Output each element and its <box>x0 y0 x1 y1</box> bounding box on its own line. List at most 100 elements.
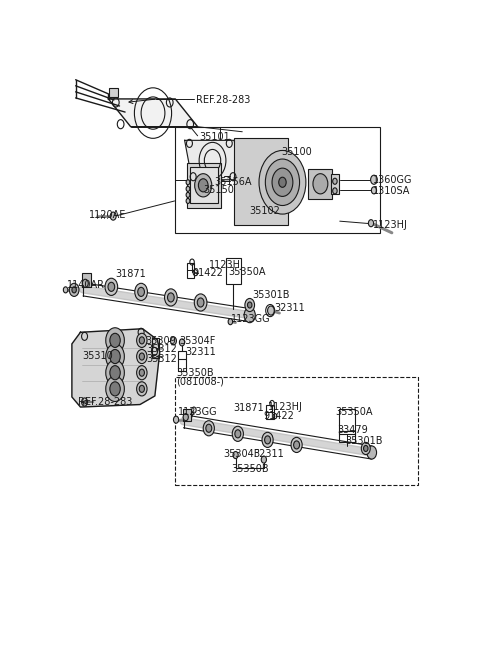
Bar <box>175 127 380 233</box>
Circle shape <box>367 446 377 459</box>
Bar <box>178 352 186 359</box>
Circle shape <box>139 337 144 344</box>
Circle shape <box>333 178 337 184</box>
Circle shape <box>264 436 271 444</box>
Circle shape <box>363 445 368 451</box>
Circle shape <box>313 174 328 194</box>
Circle shape <box>110 350 120 363</box>
Bar <box>187 163 221 207</box>
Bar <box>190 167 218 203</box>
Circle shape <box>279 177 286 188</box>
Circle shape <box>105 278 118 295</box>
Text: 1360GG: 1360GG <box>372 174 412 185</box>
Text: 35350A: 35350A <box>335 407 373 417</box>
Text: 35350B: 35350B <box>176 368 214 378</box>
Circle shape <box>261 456 266 463</box>
Bar <box>109 89 119 97</box>
Text: 32311: 32311 <box>274 302 305 312</box>
Text: 35312: 35312 <box>146 344 177 354</box>
Circle shape <box>186 198 190 203</box>
Bar <box>83 273 91 287</box>
Circle shape <box>245 298 254 312</box>
Circle shape <box>137 382 147 396</box>
Circle shape <box>262 432 273 447</box>
Text: 35304F: 35304F <box>224 449 260 459</box>
Text: 35101: 35101 <box>200 132 230 142</box>
Circle shape <box>83 279 88 287</box>
Text: 35304F: 35304F <box>179 337 216 346</box>
Text: 35350A: 35350A <box>228 267 266 277</box>
Circle shape <box>235 430 241 438</box>
Bar <box>226 258 241 284</box>
Text: 32311: 32311 <box>186 347 216 357</box>
Circle shape <box>139 385 144 392</box>
Circle shape <box>198 178 208 192</box>
Circle shape <box>333 188 337 194</box>
Circle shape <box>272 168 293 196</box>
Circle shape <box>137 365 147 380</box>
Circle shape <box>183 414 188 420</box>
Text: 1140AR: 1140AR <box>67 280 106 290</box>
Text: 35301B: 35301B <box>252 290 290 300</box>
Circle shape <box>265 159 300 205</box>
Circle shape <box>180 339 185 346</box>
Circle shape <box>244 308 255 323</box>
Circle shape <box>197 298 204 307</box>
Circle shape <box>138 287 144 297</box>
Circle shape <box>135 283 147 300</box>
Circle shape <box>168 293 174 302</box>
Bar <box>331 174 339 194</box>
Circle shape <box>170 337 177 345</box>
Circle shape <box>63 287 68 293</box>
Circle shape <box>110 382 120 396</box>
Text: 35350B: 35350B <box>231 464 269 474</box>
Circle shape <box>106 344 124 369</box>
Circle shape <box>206 424 212 432</box>
Text: 32311: 32311 <box>253 449 284 459</box>
Text: 35156A: 35156A <box>215 176 252 187</box>
Text: 1120AE: 1120AE <box>89 210 126 220</box>
Circle shape <box>195 174 212 197</box>
Text: 91422: 91422 <box>192 268 223 277</box>
Circle shape <box>106 360 124 385</box>
Text: 35310: 35310 <box>83 350 113 361</box>
Text: 35312: 35312 <box>146 354 177 363</box>
Circle shape <box>248 302 252 308</box>
Text: 33479: 33479 <box>337 425 368 435</box>
Bar <box>183 409 191 420</box>
Circle shape <box>371 175 377 184</box>
Bar <box>266 405 274 419</box>
Text: 1123GG: 1123GG <box>178 407 218 417</box>
Circle shape <box>106 377 124 401</box>
Circle shape <box>173 416 179 423</box>
Text: 35102: 35102 <box>250 206 281 216</box>
Bar <box>187 262 194 277</box>
Circle shape <box>110 365 120 380</box>
Circle shape <box>165 289 177 306</box>
Circle shape <box>267 306 274 315</box>
Circle shape <box>106 328 124 353</box>
Text: 91422: 91422 <box>264 411 295 420</box>
Circle shape <box>72 287 76 293</box>
Bar <box>339 409 355 434</box>
Bar <box>152 338 159 358</box>
Bar <box>339 431 355 442</box>
Polygon shape <box>185 140 241 180</box>
Circle shape <box>69 283 79 297</box>
Circle shape <box>372 187 377 194</box>
Text: 35100: 35100 <box>281 147 312 157</box>
Text: 1123GG: 1123GG <box>231 314 271 323</box>
Circle shape <box>259 150 306 214</box>
Bar <box>234 138 288 225</box>
Circle shape <box>108 282 115 291</box>
Polygon shape <box>108 99 198 127</box>
Circle shape <box>139 353 144 360</box>
Text: 1123HJ: 1123HJ <box>209 260 244 270</box>
Circle shape <box>186 192 190 197</box>
Text: 1123HJ: 1123HJ <box>372 220 408 230</box>
Text: REF.28-283: REF.28-283 <box>196 95 250 105</box>
Circle shape <box>194 294 207 311</box>
Text: 1310SA: 1310SA <box>372 186 410 196</box>
Circle shape <box>294 441 300 449</box>
Polygon shape <box>72 329 160 407</box>
